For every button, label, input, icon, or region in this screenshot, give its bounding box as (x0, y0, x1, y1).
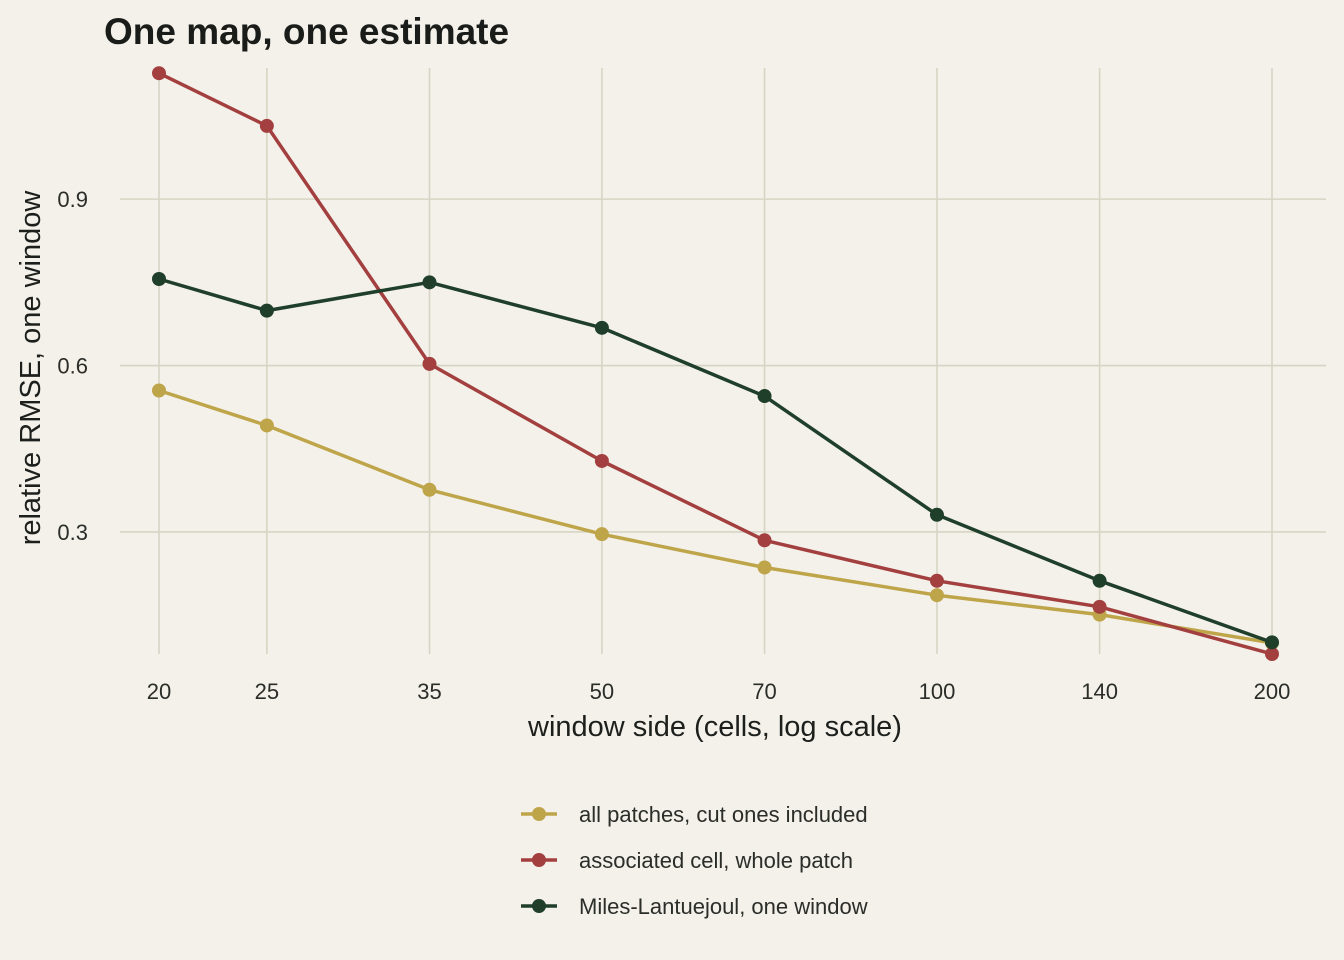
data-point (594, 320, 609, 335)
x-tick-label: 50 (590, 679, 614, 704)
legend-point-swatch (532, 807, 546, 821)
y-tick-label: 0.3 (57, 520, 88, 545)
data-point (259, 418, 274, 433)
data-point (757, 560, 772, 575)
y-tick-label: 0.9 (57, 187, 88, 212)
data-point (1092, 573, 1107, 588)
data-point (594, 527, 609, 542)
x-tick-label: 20 (147, 679, 171, 704)
x-tick-label: 25 (255, 679, 279, 704)
series-2 (152, 66, 1279, 661)
series-line (157, 71, 1274, 656)
series-layer (152, 66, 1279, 661)
series-line (157, 388, 1274, 645)
x-tick-label: 70 (752, 679, 776, 704)
x-tick-label: 100 (919, 679, 956, 704)
x-axis-title: window side (cells, log scale) (527, 711, 902, 743)
data-point (1265, 647, 1279, 661)
data-point (259, 303, 274, 318)
series-1 (152, 383, 1279, 650)
chart-title: One map, one estimate (104, 11, 509, 52)
legend-point-swatch (532, 853, 546, 867)
data-point (422, 356, 437, 371)
x-tick-label: 35 (417, 679, 441, 704)
y-tick-label: 0.6 (57, 354, 88, 379)
data-point (929, 507, 944, 522)
data-point (757, 533, 772, 548)
legend-item: all patches, cut ones included (521, 802, 868, 827)
legend-label: all patches, cut ones included (579, 802, 868, 827)
data-point (152, 272, 166, 287)
legend-label: associated cell, whole patch (579, 848, 853, 873)
data-point (259, 118, 274, 133)
x-axis-ticks: 20 25 35 50 70 100 140 200 (147, 679, 1291, 704)
legend-item: associated cell, whole patch (521, 848, 853, 873)
x-tick-label: 140 (1081, 679, 1118, 704)
data-point (929, 588, 944, 603)
data-point (422, 482, 437, 497)
data-point (152, 383, 166, 398)
legend-item: Miles-Lantuejoul, one window (521, 894, 868, 919)
data-point (1092, 599, 1107, 614)
x-tick-label: 200 (1254, 679, 1291, 704)
data-point (422, 275, 437, 290)
data-point (152, 66, 166, 81)
data-point (594, 453, 609, 468)
legend-label: Miles-Lantuejoul, one window (579, 894, 868, 919)
data-point (757, 389, 772, 404)
series-3 (152, 272, 1279, 650)
legend-point-swatch (532, 899, 546, 913)
data-point (929, 573, 944, 588)
y-axis-title: relative RMSE, one window (15, 190, 47, 546)
series-line (157, 277, 1274, 645)
data-point (1265, 635, 1279, 650)
y-axis-ticks: 0.3 0.6 0.9 (57, 187, 88, 545)
legend: all patches, cut ones included associated… (521, 802, 868, 919)
